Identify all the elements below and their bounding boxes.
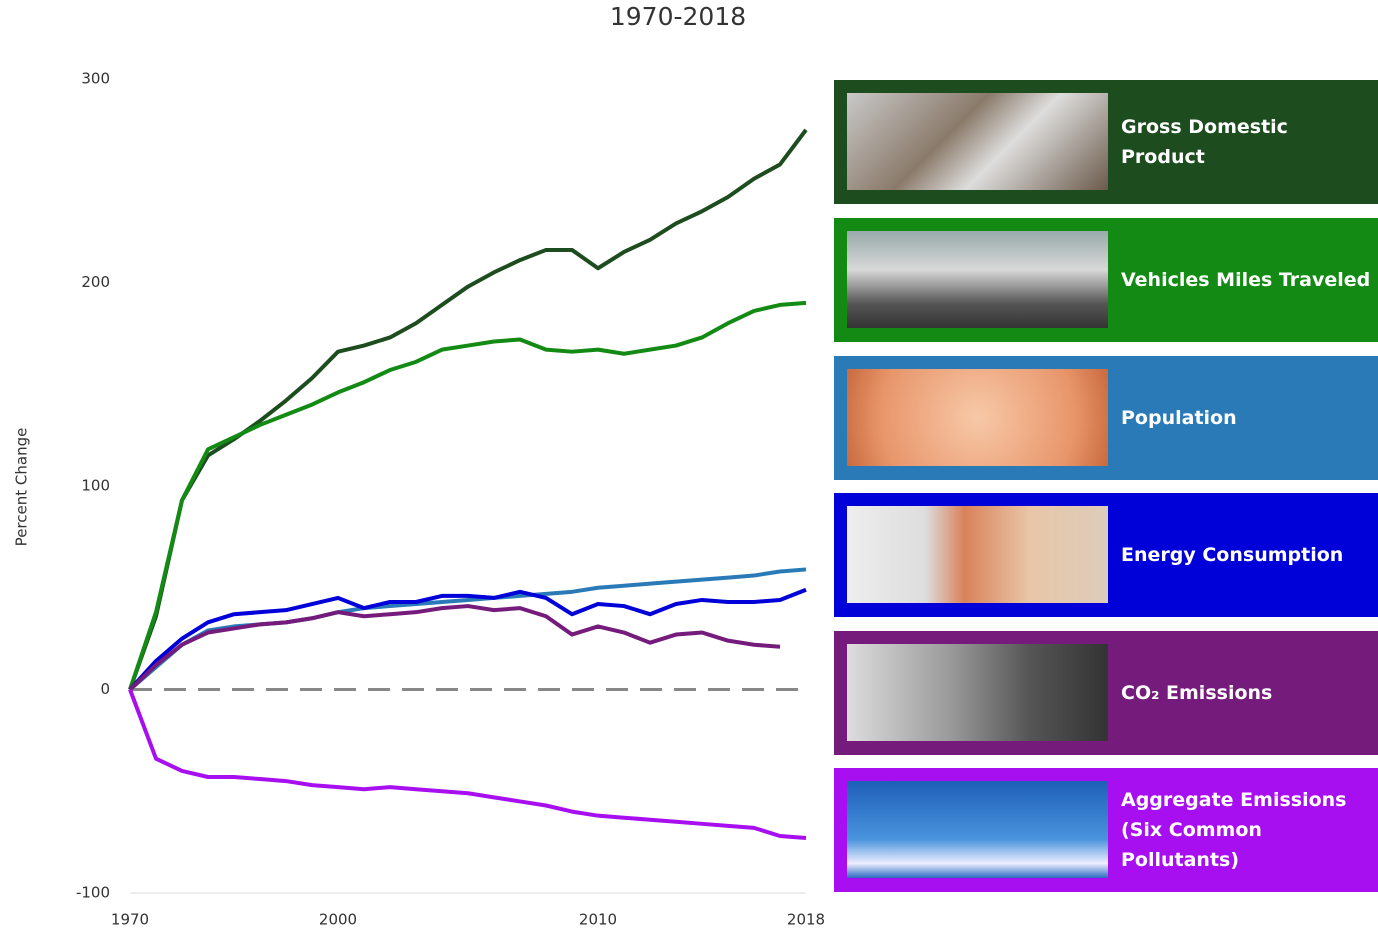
legend-image (847, 93, 1108, 190)
legend-image (847, 644, 1108, 741)
y-tick-label: -100 (76, 884, 110, 902)
page: {"chart_data": {"type": "line", "title":… (0, 0, 1378, 930)
x-tick-label: 2010 (579, 911, 617, 929)
legend-item: Aggregate Emissions (Six Common Pollutan… (834, 768, 1378, 892)
y-tick-label: 0 (100, 680, 110, 698)
legend-item: Population (834, 356, 1378, 480)
x-tick-label: 1970 (111, 911, 149, 929)
chart: 1970-2018 Percent Change -100 0 100 200 300 1… (0, 0, 834, 930)
legend-item: Gross Domestic Product (834, 80, 1378, 204)
x-tick-label: 2000 (319, 911, 357, 929)
x-tick-label: 2018 (787, 911, 825, 929)
legend-item: Energy Consumption (834, 493, 1378, 617)
series-line (130, 606, 780, 689)
legend-label: Population (1121, 356, 1371, 480)
legend-image (847, 781, 1108, 878)
legend-label: Vehicles Miles Traveled (1121, 218, 1371, 342)
series-line (130, 690, 806, 839)
legend-image (847, 506, 1108, 603)
legend-image (847, 231, 1108, 328)
legend-item: Vehicles Miles Traveled (834, 218, 1378, 342)
legend-image (847, 369, 1108, 466)
legend-label: CO₂ Emissions (1121, 631, 1371, 755)
y-axis-label: Percent Change (13, 428, 31, 547)
chart-title: 1970-2018 (610, 2, 746, 31)
legend-item: CO₂ Emissions (834, 631, 1378, 755)
y-tick-label: 200 (81, 273, 110, 291)
y-tick-label: 100 (81, 477, 110, 495)
y-tick-label: 300 (81, 70, 110, 88)
legend-label: Aggregate Emissions (Six Common Pollutan… (1121, 768, 1371, 892)
legend-label: Gross Domestic Product (1121, 80, 1371, 204)
legend-label: Energy Consumption (1121, 493, 1371, 617)
